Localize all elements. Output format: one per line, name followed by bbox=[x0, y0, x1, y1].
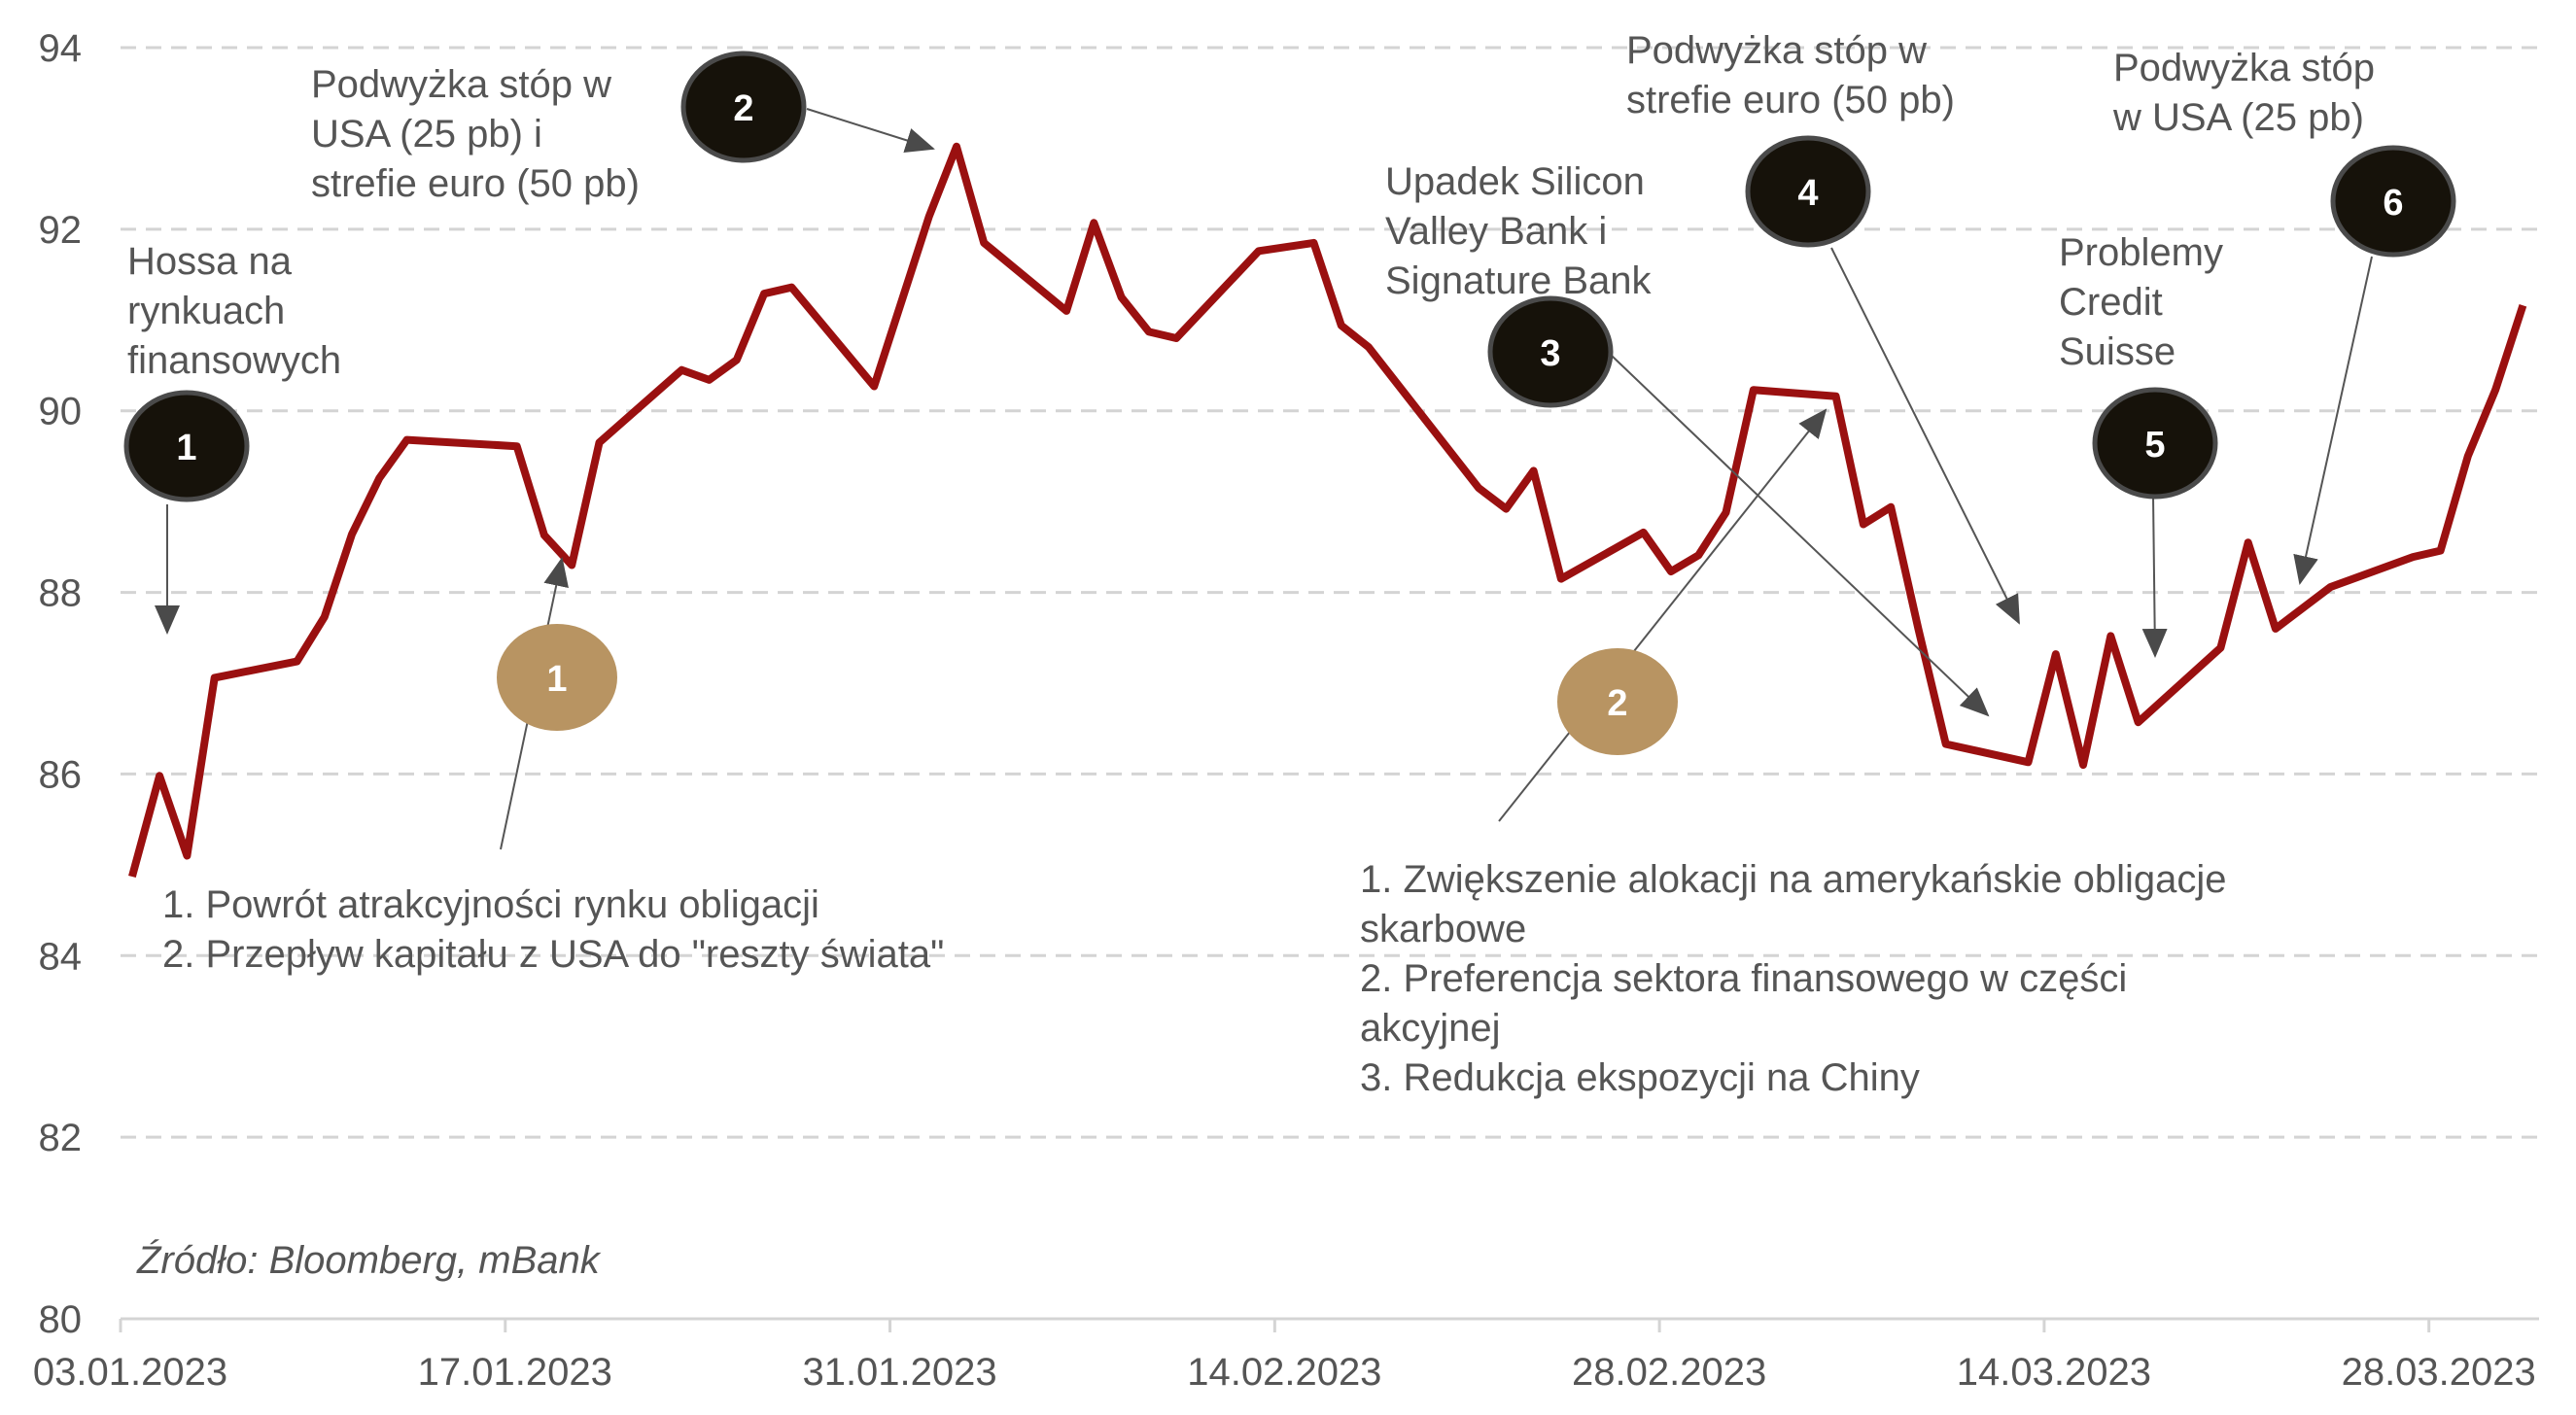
marker-circle bbox=[2330, 145, 2456, 258]
source-note: Źródło: Bloomberg, mBank bbox=[136, 1238, 602, 1282]
annotation-credit-suisse: Problemy Credit Suisse bbox=[2059, 231, 2223, 373]
marker-circle bbox=[1745, 135, 1871, 248]
marker-dark-1: 1 bbox=[123, 390, 250, 502]
marker-circle bbox=[497, 624, 617, 731]
annotation-line: Problemy bbox=[2059, 231, 2223, 274]
x-tick-label: 14.02.2023 bbox=[1187, 1351, 1381, 1394]
marker-tan-2: 2 bbox=[1557, 648, 1678, 755]
annotation-line: 1. Zwiększenie alokacji na amerykańskie … bbox=[1360, 858, 2227, 901]
annotation-line: 3. Redukcja ekspozycji na Chiny bbox=[1360, 1056, 1920, 1099]
marker-dark-4: 4 bbox=[1745, 135, 1871, 248]
annotation-line: Podwyżka stóp w bbox=[311, 63, 611, 106]
annotation-list-2: 1. Zwiększenie alokacji na amerykańskie … bbox=[1360, 858, 2227, 1099]
axes: 80 82 84 86 88 90 92 94 03.01.2023 17.01.2023 31.0… bbox=[33, 27, 2539, 1394]
annotation-list-1: 1. Powrót atrakcyjności rynku obligacji 2… bbox=[162, 883, 944, 976]
marker-circle bbox=[1487, 295, 1614, 408]
y-tick-label: 84 bbox=[39, 935, 83, 978]
annotation-line: finansowych bbox=[127, 339, 341, 382]
marker-circle bbox=[680, 51, 807, 163]
marker-label: 4 bbox=[1797, 173, 1818, 214]
x-tick-label: 03.01.2023 bbox=[33, 1351, 227, 1394]
y-tick-label: 90 bbox=[39, 391, 83, 433]
annotation-line: Upadek Silicon bbox=[1385, 160, 1645, 203]
arrow bbox=[1830, 247, 2020, 625]
marker-label: 1 bbox=[546, 659, 567, 700]
arrow bbox=[2141, 495, 2168, 658]
annotation-line: strefie euro (50 pb) bbox=[1626, 79, 1955, 121]
marker-circle bbox=[1557, 648, 1678, 755]
y-tick-label: 92 bbox=[39, 209, 83, 252]
annotation-line: skarbowe bbox=[1360, 908, 1526, 950]
annotation-line: 1. Powrót atrakcyjności rynku obligacji bbox=[162, 883, 819, 926]
markers: 1 2 3 4 5 6 1 2 bbox=[123, 51, 2456, 755]
marker-dark-3: 3 bbox=[1487, 295, 1614, 408]
annotation-line: strefie euro (50 pb) bbox=[311, 162, 640, 205]
annotation-line: USA (25 pb) i bbox=[311, 113, 542, 155]
marker-label: 6 bbox=[2383, 183, 2403, 224]
annotation-line: Valley Bank i bbox=[1385, 210, 1607, 253]
y-tick-label: 88 bbox=[39, 572, 83, 615]
annotation-hike-eur: Podwyżka stóp w strefie euro (50 pb) bbox=[1626, 29, 1955, 121]
marker-dark-2: 2 bbox=[680, 51, 807, 163]
annotation-hike-usa: Podwyżka stóp w USA (25 pb) bbox=[2112, 47, 2375, 139]
annotation-line: Podwyżka stóp w bbox=[1626, 29, 1927, 72]
annotation-line: 2. Przepływ kapitału z USA do "reszty św… bbox=[162, 933, 944, 976]
annotation-line: rynkuach bbox=[127, 290, 285, 332]
annotation-line: Hossa na bbox=[127, 240, 293, 283]
marker-circle bbox=[2092, 387, 2218, 500]
y-tick-label: 86 bbox=[39, 753, 83, 796]
arrows bbox=[155, 108, 2373, 850]
x-tick-label: 17.01.2023 bbox=[418, 1351, 612, 1394]
marker-dark-6: 6 bbox=[2330, 145, 2456, 258]
x-tick-label: 28.02.2023 bbox=[1572, 1351, 1766, 1394]
marker-circle bbox=[123, 390, 250, 502]
series bbox=[128, 142, 2527, 879]
x-tick-label: 31.01.2023 bbox=[802, 1351, 996, 1394]
y-tick-label: 94 bbox=[39, 27, 83, 70]
x-tick-label: 14.03.2023 bbox=[1957, 1351, 2151, 1394]
marker-label: 3 bbox=[1540, 333, 1560, 374]
arrow bbox=[1498, 408, 1828, 822]
annotation-hossa: Hossa na rynkuach finansowych bbox=[127, 240, 341, 382]
marker-dark-5: 5 bbox=[2092, 387, 2218, 500]
annotation-line: Signature Bank bbox=[1385, 259, 1653, 302]
marker-label: 1 bbox=[176, 428, 196, 468]
annotation-line: Suisse bbox=[2059, 330, 2176, 373]
series-line bbox=[128, 142, 2527, 879]
annotation-line: Credit bbox=[2059, 281, 2163, 324]
annotations: Hossa na rynkuach finansowych Podwyżka stóp… bbox=[127, 29, 2375, 1099]
annotation-line: Podwyżka stóp bbox=[2113, 47, 2375, 89]
marker-label: 2 bbox=[1607, 683, 1627, 724]
marker-tan-1: 1 bbox=[497, 624, 617, 731]
annotation-hike-usa-eur: Podwyżka stóp w USA (25 pb) i strefie euro… bbox=[311, 63, 640, 205]
arrow bbox=[1611, 355, 1990, 717]
marker-label: 5 bbox=[2144, 425, 2165, 466]
y-tick-label: 82 bbox=[39, 1117, 83, 1159]
annotation-line: 2. Preferencja sektora finansowego w czę… bbox=[1360, 957, 2127, 1000]
marker-label: 2 bbox=[733, 88, 753, 129]
annotation-svb: Upadek Silicon Valley Bank i Signature Ban… bbox=[1385, 160, 1653, 302]
y-tick-label: 80 bbox=[39, 1298, 83, 1341]
x-tick-label: 28.03.2023 bbox=[2342, 1351, 2536, 1394]
annotation-line: w USA (25 pb) bbox=[2112, 96, 2364, 139]
arrow bbox=[2293, 256, 2373, 585]
annotation-line: akcyjnej bbox=[1360, 1007, 1501, 1050]
arrow bbox=[806, 108, 935, 153]
